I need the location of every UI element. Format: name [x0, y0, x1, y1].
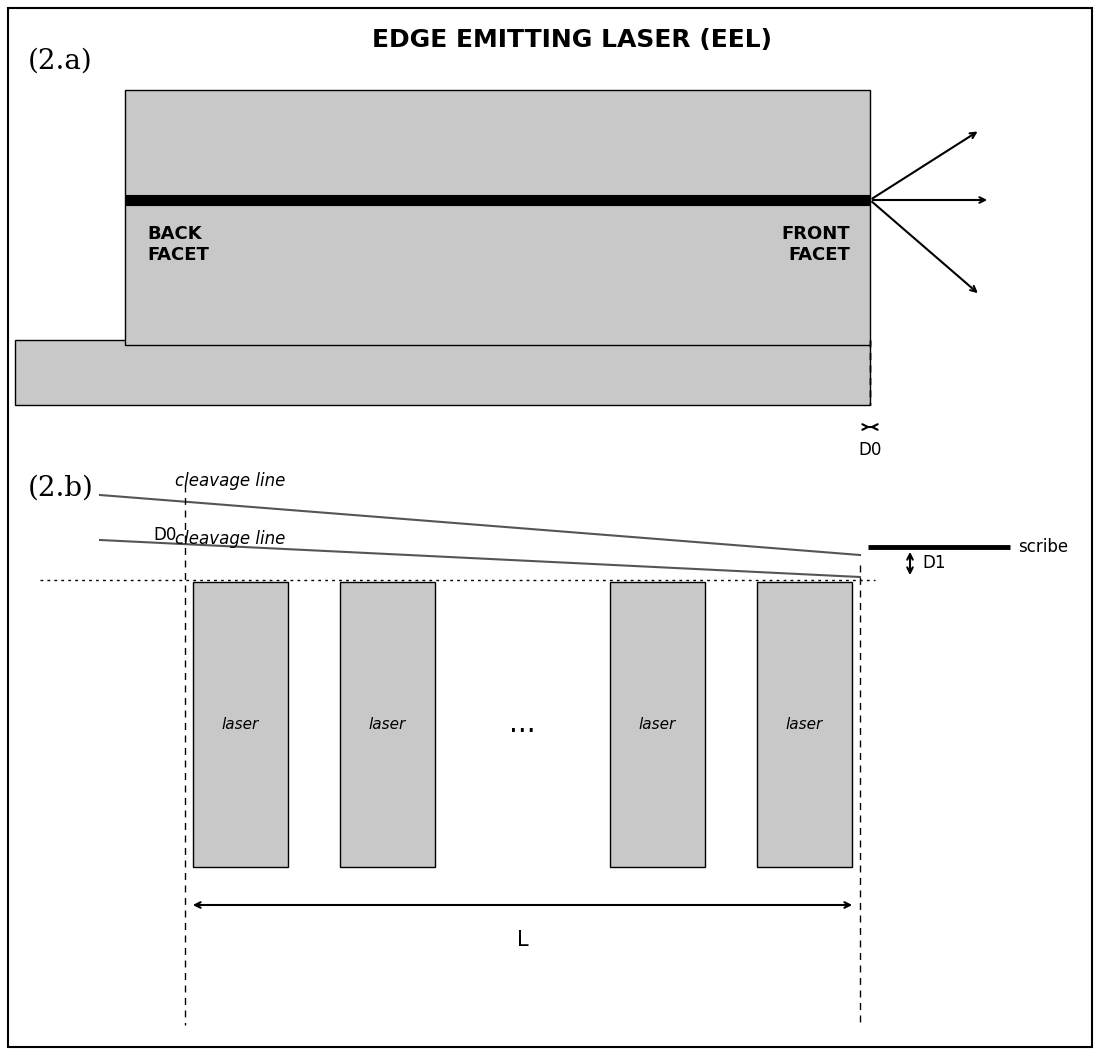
Text: (2.a): (2.a): [28, 47, 92, 75]
Text: laser: laser: [785, 717, 823, 732]
Text: (2.b): (2.b): [28, 475, 94, 502]
Text: laser: laser: [368, 717, 406, 732]
Bar: [757, 582, 852, 867]
Text: FRONT
FACET: FRONT FACET: [781, 225, 850, 264]
Text: ...: ...: [509, 710, 536, 738]
Text: D0: D0: [154, 526, 177, 544]
Text: cleavage line: cleavage line: [175, 530, 285, 548]
Bar: [192, 582, 288, 867]
Text: cleavage line: cleavage line: [175, 472, 285, 490]
Text: D1: D1: [922, 555, 946, 573]
Text: scribe: scribe: [1018, 538, 1068, 556]
Text: D0: D0: [858, 441, 882, 459]
Bar: [15, 340, 870, 405]
Text: laser: laser: [222, 717, 260, 732]
Text: BACK
FACET: BACK FACET: [147, 225, 209, 264]
Bar: [125, 90, 870, 345]
Text: EDGE EMITTING LASER (EEL): EDGE EMITTING LASER (EEL): [372, 28, 772, 52]
Bar: [340, 582, 434, 867]
Text: L: L: [517, 931, 528, 950]
Text: laser: laser: [639, 717, 676, 732]
Bar: [610, 582, 705, 867]
